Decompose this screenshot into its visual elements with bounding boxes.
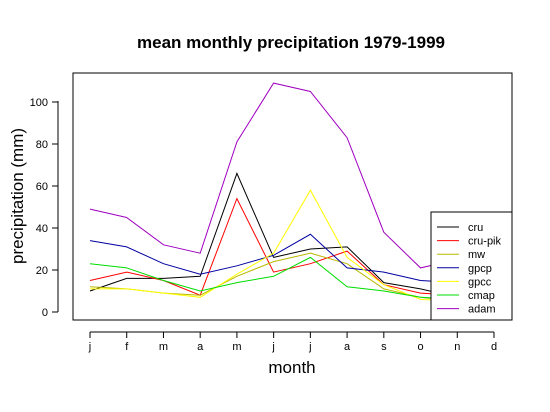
series-line-adam	[89, 82, 495, 269]
x-tick-label: j	[271, 341, 274, 353]
y-axis-label: precipitation (mm)	[8, 128, 27, 264]
x-tick-label: a	[344, 341, 351, 353]
legend-label-mw: mw	[468, 249, 485, 261]
x-tick-label: f	[125, 341, 129, 353]
x-tick-label: n	[454, 341, 460, 353]
x-tick-label: o	[417, 341, 423, 353]
x-tick-label: a	[197, 341, 204, 353]
legend-label-adam: adam	[468, 304, 496, 316]
x-tick-label: m	[159, 341, 168, 353]
series-lines	[89, 82, 495, 303]
y-tick-label: 100	[30, 97, 48, 109]
x-tick-label: m	[232, 341, 241, 353]
legend-label-cru: cru	[468, 222, 483, 234]
chart-title: mean monthly precipitation 1979-1999	[137, 33, 445, 52]
legend-label-gpcc: gpcc	[468, 276, 492, 288]
y-tick-label: 40	[36, 223, 48, 235]
series-line-gpcc	[90, 189, 495, 303]
series-line-cru-pik	[89, 197, 495, 296]
series-line-gpcp	[89, 233, 495, 284]
y-tick-label: 80	[36, 139, 48, 151]
y-tick-label: 0	[42, 307, 48, 319]
legend-label-cmap: cmap	[468, 290, 495, 302]
y-axis-ticks: 0 20 40 60 80 100	[30, 97, 58, 319]
legend-label-gpcp: gpcp	[468, 263, 492, 275]
x-tick-label: d	[491, 341, 497, 353]
legend-box	[430, 211, 513, 321]
plot-frame	[72, 72, 513, 321]
x-tick-label: j	[308, 341, 311, 353]
legend-label-cru-pik: cru-pik	[468, 236, 502, 248]
y-tick-label: 20	[36, 265, 48, 277]
x-axis-label: month	[268, 358, 315, 377]
y-tick-label: 60	[36, 181, 48, 193]
series-line-cmap	[89, 256, 495, 300]
x-tick-label: j	[88, 341, 91, 353]
x-tick-label: s	[381, 341, 387, 353]
